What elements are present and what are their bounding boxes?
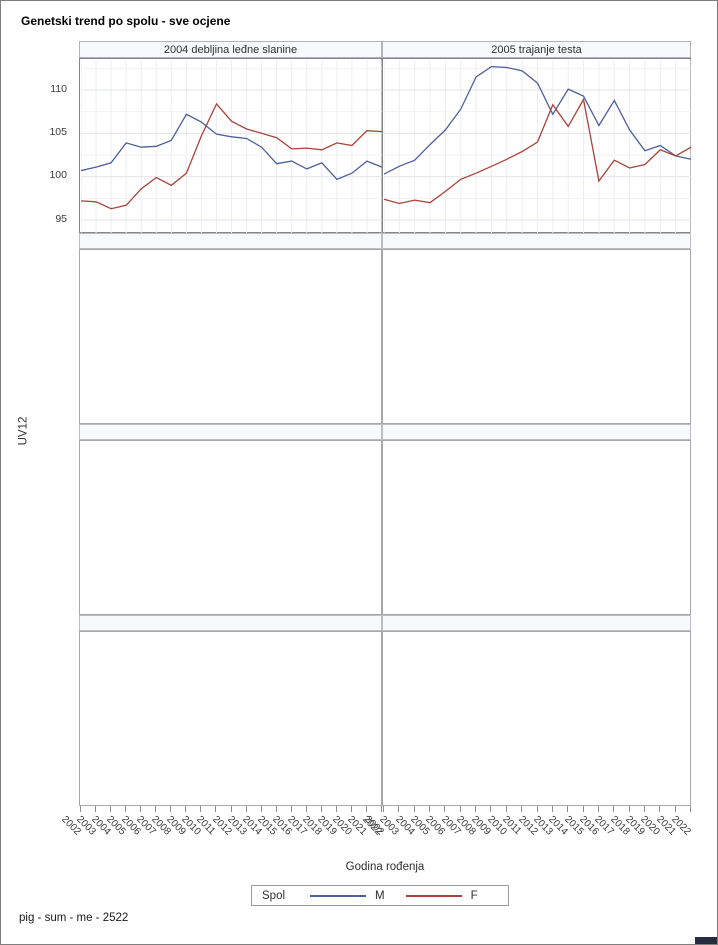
legend: Spol M F (251, 885, 509, 906)
chart-panel-left (79, 58, 382, 233)
series-line-f (384, 97, 691, 205)
x-axis-title: Godina rođenja (345, 861, 425, 873)
x-axis-tick (628, 806, 630, 812)
x-axis-tick (381, 806, 382, 812)
x-axis-tick (597, 806, 599, 812)
panel-header-right-label: 2005 trajanje testa (491, 43, 582, 56)
legend-line-female (405, 894, 462, 897)
x-axis-tick (643, 806, 645, 812)
x-axis-tick (475, 806, 477, 812)
x-axis-tick (398, 806, 400, 812)
x-axis-tick (613, 806, 615, 812)
series-line-m (81, 113, 382, 181)
series-line-m (384, 65, 691, 175)
series-line-f (81, 102, 382, 210)
x-axis-tick (230, 806, 232, 812)
empty-panel (79, 631, 382, 806)
y-axis-title: UV12 (17, 416, 30, 446)
corner-artifact (695, 937, 717, 944)
x-axis-tick (335, 806, 337, 812)
y-tick-label: 100 (49, 169, 67, 182)
x-axis-tick (365, 806, 367, 812)
x-axis-tick (215, 806, 217, 812)
x-axis-tick (690, 806, 691, 812)
x-axis-tick (125, 806, 127, 812)
x-axis-tick (490, 806, 492, 812)
x-axis-tick (140, 806, 142, 812)
y-tick-label: 110 (50, 82, 67, 95)
row-band (79, 233, 382, 249)
chart-right-svg (384, 60, 691, 233)
row-band (79, 424, 382, 440)
x-axis-tick (350, 806, 352, 812)
x-axis-tick (444, 806, 446, 812)
x-axis-tick (80, 806, 81, 812)
x-axis-tick (110, 806, 112, 812)
x-axis-tick (275, 806, 277, 812)
report-title: Genetski trend po spolu - sve ocjene (21, 14, 231, 28)
x-axis-tick (260, 806, 262, 812)
x-axis-tick (155, 806, 157, 812)
x-axis-tick (200, 806, 202, 812)
panel-header-right: 2005 trajanje testa (382, 41, 691, 58)
x-axis-tick (383, 806, 384, 812)
x-axis-tick (320, 806, 322, 812)
chart-left-svg (81, 60, 382, 233)
x-axis-tick (459, 806, 461, 812)
empty-panel (79, 249, 382, 424)
empty-panel (382, 631, 691, 806)
chart-panel-right (382, 58, 691, 233)
legend-title: Spol (262, 889, 286, 902)
y-tick-label: 105 (49, 125, 67, 138)
x-axis-tick (674, 806, 676, 812)
x-axis-tick (245, 806, 247, 812)
x-axis-tick (659, 806, 661, 812)
x-axis-tick (505, 806, 507, 812)
empty-panel (382, 249, 691, 424)
x-axis-tick (305, 806, 307, 812)
row-band (382, 615, 691, 631)
x-axis-tick (95, 806, 97, 812)
y-tick-label: 95 (55, 212, 67, 225)
x-axis-tick (551, 806, 553, 812)
panel-header-left-label: 2004 debljina leđne slanine (163, 43, 298, 56)
legend-line-male (310, 894, 367, 897)
row-band (79, 615, 382, 631)
row-band (382, 424, 691, 440)
empty-panel (79, 440, 382, 615)
legend-label-female: F (470, 889, 478, 902)
x-axis-tick (536, 806, 538, 812)
empty-panel (382, 440, 691, 615)
panel-header-left: 2004 debljina leđne slanine (79, 41, 382, 58)
x-axis-tick (290, 806, 292, 812)
x-axis-tick (429, 806, 431, 812)
x-axis-tick (170, 806, 172, 812)
x-axis-tick (567, 806, 569, 812)
x-axis-tick (185, 806, 187, 812)
legend-label-male: M (375, 889, 385, 902)
x-axis-tick (521, 806, 523, 812)
x-axis-tick (413, 806, 415, 812)
row-band (382, 233, 691, 249)
x-axis-tick (582, 806, 584, 812)
footer-note: pig - sum - me - 2522 (19, 912, 129, 924)
